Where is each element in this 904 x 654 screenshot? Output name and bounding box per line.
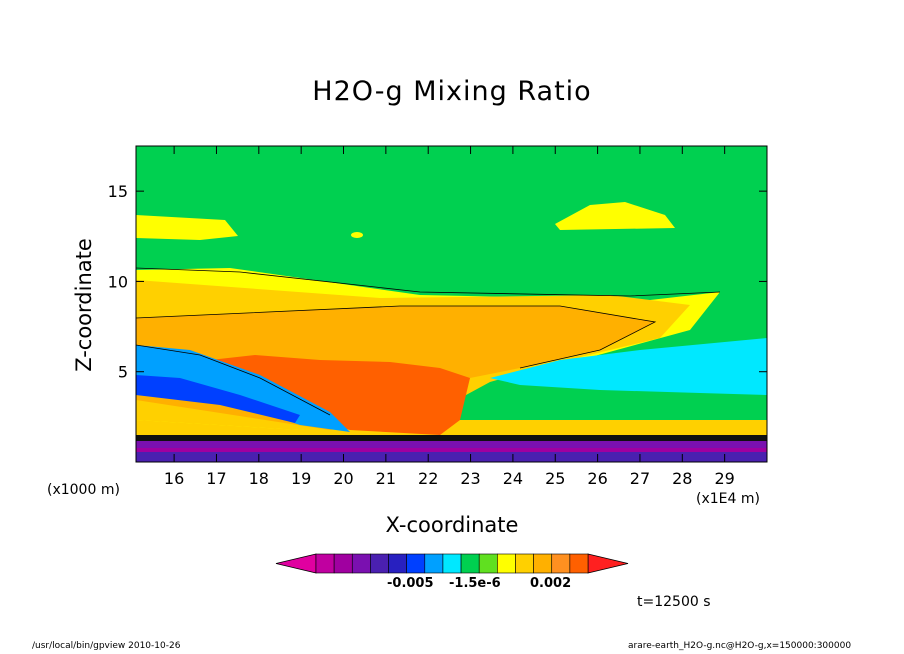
colorbar-level xyxy=(406,553,426,574)
x-tick-label: 20 xyxy=(333,469,353,488)
x-tick-label: 17 xyxy=(206,469,226,488)
colorbar-level xyxy=(460,553,480,574)
colorbar-label-1: -0.005 xyxy=(387,576,434,591)
contour-line-left xyxy=(136,344,331,416)
colorbar-min-triangle xyxy=(275,553,317,574)
colorbar-level xyxy=(388,553,407,574)
colorbar-level xyxy=(424,553,444,574)
x-tick-label: 23 xyxy=(460,469,480,488)
x-tick-label: 21 xyxy=(376,469,396,488)
x-tick-label: 18 xyxy=(249,469,269,488)
contour-field xyxy=(136,146,767,462)
colorbar-level xyxy=(442,553,462,574)
colorbar-level xyxy=(370,553,389,574)
contour-surface-dark-band xyxy=(136,435,767,441)
footer-right: arare-earth_H2O-g.nc@H2O-g,x=150000:3000… xyxy=(628,641,852,651)
y-tick-label: 10 xyxy=(108,272,128,291)
contour-line-anvil xyxy=(136,305,657,369)
contour-surface-deep-band xyxy=(136,452,767,462)
x-tick-label: 28 xyxy=(672,469,692,488)
colorbar-level xyxy=(478,553,498,574)
colorbar-level xyxy=(569,553,589,574)
chart-title: H2O-g Mixing Ratio xyxy=(312,76,592,107)
contour-small-patch xyxy=(351,232,363,238)
y-tick-label: 5 xyxy=(118,363,128,382)
x-unit-left: (x1000 m) xyxy=(47,482,120,498)
y-axis-label: Z-coordinate xyxy=(72,238,96,372)
x-tick-label: 29 xyxy=(714,469,734,488)
x-tick-label: 25 xyxy=(545,469,565,488)
contour-upper-left-patch xyxy=(136,215,238,240)
contour-updraft-core xyxy=(210,355,470,435)
x-tick-label: 22 xyxy=(418,469,438,488)
x-tick-label: 26 xyxy=(587,469,607,488)
colorbar-level xyxy=(533,553,553,574)
colorbar-level xyxy=(333,553,353,574)
x-unit-right: (x1E4 m) xyxy=(696,491,760,507)
colorbar-max-triangle xyxy=(587,553,629,574)
plot-frame xyxy=(135,145,768,463)
contour-upper-right-patch xyxy=(555,202,675,230)
colorbar-label-2: -1.5e-6 xyxy=(449,576,501,591)
time-label: t=12500 s xyxy=(637,594,711,610)
axis-ticks: 16 17 18 19 20 21 22 23 24 25 26 27 28 29 5 10 15 xyxy=(108,146,767,488)
footer-left: /usr/local/bin/gpview 2010-10-26 xyxy=(32,641,181,651)
colorbar-level xyxy=(315,553,335,574)
x-tick-label: 19 xyxy=(291,469,311,488)
contour-left-blue-tongue xyxy=(136,345,350,432)
x-axis-label: X-coordinate xyxy=(385,513,519,537)
x-tick-label: 16 xyxy=(164,469,184,488)
contour-line-upper xyxy=(136,267,721,297)
colorbar-label-3: 0.002 xyxy=(530,576,572,591)
colorbar-level xyxy=(497,553,516,574)
colorbar-level xyxy=(551,553,571,574)
colorbar xyxy=(275,553,629,574)
y-tick-label: 15 xyxy=(108,182,128,201)
x-tick-label: 27 xyxy=(630,469,650,488)
colorbar-level xyxy=(515,553,534,574)
contour-left-deep-blue xyxy=(136,375,300,423)
x-tick-label: 24 xyxy=(503,469,523,488)
contour-cyan-dry-layer xyxy=(490,338,767,395)
colorbar-level xyxy=(351,553,371,574)
